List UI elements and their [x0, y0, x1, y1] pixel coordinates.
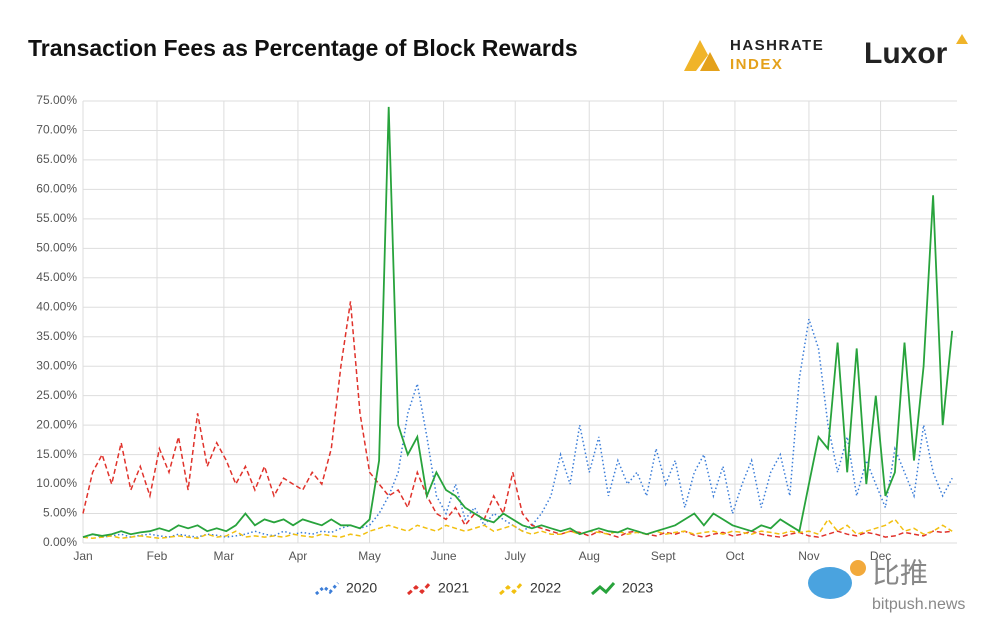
logo-icon [700, 52, 720, 71]
legend-label: 2023 [622, 580, 653, 596]
logo-text: Luxor [864, 37, 948, 70]
logo-icon [956, 34, 968, 44]
logo-icon [684, 40, 708, 71]
x-tick-label: Apr [289, 549, 308, 563]
x-tick-label: Jan [73, 549, 92, 563]
watermark: 比推 bitpush.news [808, 557, 965, 613]
y-tick-label: 25.00% [36, 388, 77, 402]
y-tick-label: 35.00% [36, 329, 77, 343]
legend-item: 2021 [407, 580, 469, 596]
x-tick-label: Dec [870, 549, 891, 563]
legend-symbol [591, 582, 616, 596]
legend-symbol [407, 582, 432, 596]
watermark-bird [808, 567, 852, 599]
hashrate-logo: HASHRATE INDEX [684, 37, 824, 73]
y-tick-label: 5.00% [43, 506, 77, 520]
legend-item: 2023 [591, 580, 653, 596]
legend-item: 2022 [499, 580, 561, 596]
x-tick-label: May [358, 549, 381, 563]
legend-symbol [315, 582, 340, 596]
y-tick-label: 60.00% [36, 182, 77, 196]
y-tick-label: 30.00% [36, 358, 77, 372]
y-tick-label: 40.00% [36, 299, 77, 313]
legend-label: 2020 [346, 580, 377, 596]
series-line [82, 106, 954, 538]
legend: 2020 2021 2022 2023 [315, 580, 653, 596]
y-tick-label: 0.00% [43, 535, 77, 549]
y-tick-label: 65.00% [36, 152, 77, 166]
y-tick-label: 10.00% [36, 476, 77, 490]
x-tick-label: Sept [651, 549, 676, 563]
legend-symbol [499, 582, 524, 596]
watermark-coin [850, 560, 866, 576]
watermark-text: bitpush.news [872, 596, 965, 613]
x-tick-label: June [431, 549, 457, 563]
legend-item: 2020 [315, 580, 377, 596]
x-tick-label: Mar [214, 549, 235, 563]
logo-text: INDEX [730, 56, 783, 73]
x-tick-label: Oct [726, 549, 745, 563]
legend-label: 2022 [530, 580, 561, 596]
series-line [82, 301, 953, 538]
series-line [82, 318, 953, 538]
luxor-logo: Luxor [864, 34, 968, 70]
x-tick-label: Aug [579, 549, 600, 563]
y-tick-label: 55.00% [36, 211, 77, 225]
y-tick-label: 20.00% [36, 417, 77, 431]
y-tick-label: 45.00% [36, 270, 77, 284]
legend-label: 2021 [438, 580, 469, 596]
x-tick-label: Nov [798, 549, 819, 563]
x-tick-label: Feb [147, 549, 168, 563]
watermark-text: 比推 [872, 557, 928, 588]
y-tick-label: 70.00% [36, 123, 77, 137]
x-tick-label: July [505, 549, 526, 563]
chart-title: Transaction Fees as Percentage of Block … [28, 35, 578, 61]
y-tick-label: 75.00% [36, 93, 77, 107]
y-tick-label: 15.00% [36, 447, 77, 461]
y-tick-label: 50.00% [36, 241, 77, 255]
series-line [82, 518, 953, 540]
logo-text: HASHRATE [730, 37, 824, 54]
